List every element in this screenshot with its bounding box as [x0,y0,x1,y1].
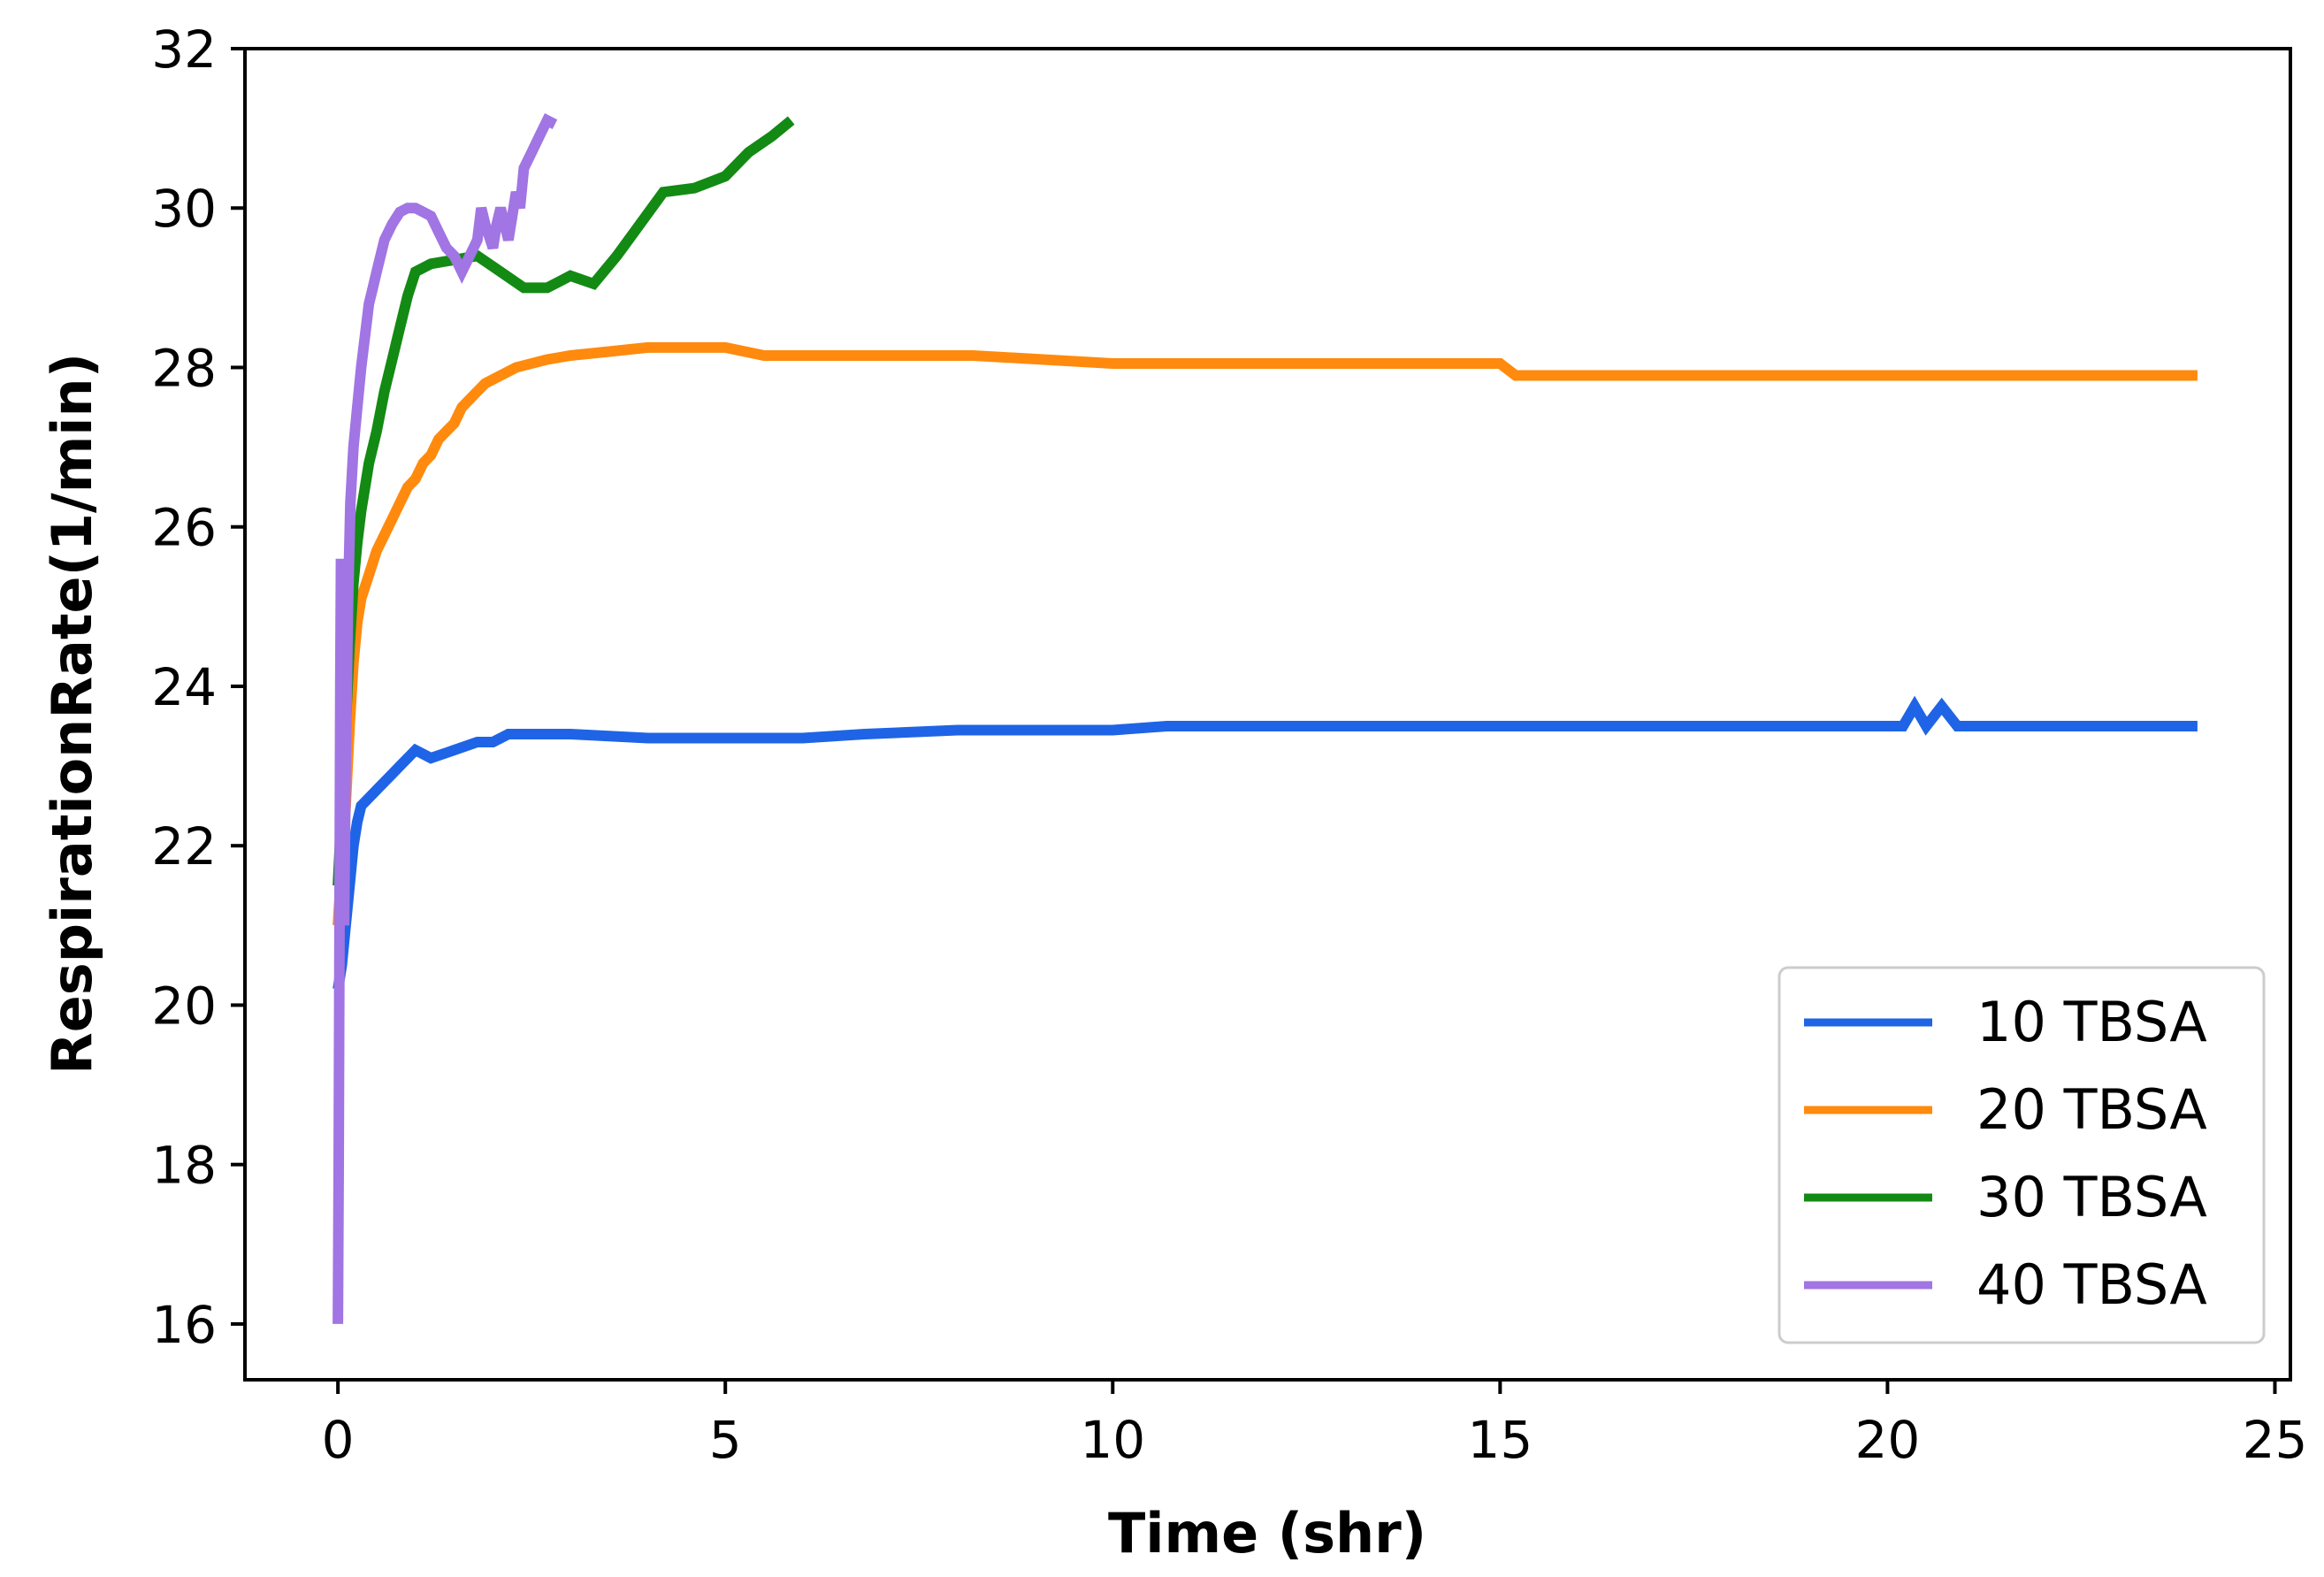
legend-label-30-tbsa: 30 TBSA [1976,1165,2207,1229]
x-tick-label: 5 [709,1410,742,1470]
x-tick-label: 0 [322,1410,355,1470]
y-axis-ticks: 16 18 20 22 24 26 28 30 32 [151,19,245,1355]
y-tick-label: 28 [151,338,217,398]
x-tick-label: 25 [2243,1410,2308,1470]
legend-label-10-tbsa: 10 TBSA [1976,990,2207,1054]
x-axis-title: Time (shr) [1108,1501,1426,1566]
legend-box [1777,966,2266,1344]
x-tick-label: 20 [1855,1410,1921,1470]
series-line-40-tbsa [333,112,558,1324]
x-tick-label: 15 [1467,1410,1533,1470]
y-tick-label: 22 [151,816,217,877]
x-tick-label: 10 [1080,1410,1145,1470]
series-line-30-tbsa [333,116,795,886]
series-layer [333,112,2198,1324]
y-tick-label: 32 [151,19,217,80]
y-tick-label: 30 [151,179,217,239]
legend: 10 TBSA 20 TBSA 30 TBSA 40 TBSA [1777,966,2266,1344]
y-axis-title: RespirationRate(1/min) [40,353,104,1075]
legend-label-20-tbsa: 20 TBSA [1976,1077,2207,1142]
y-tick-label: 20 [151,976,217,1036]
y-tick-label: 26 [151,498,217,558]
x-axis-ticks: 0 5 10 15 20 25 [322,1380,2308,1470]
legend-label-40-tbsa: 40 TBSA [1976,1252,2207,1317]
plot-area-frame [243,47,2292,1382]
y-tick-label: 16 [151,1295,217,1355]
y-tick-label: 24 [151,657,217,717]
series-line-20-tbsa [333,341,2198,926]
y-tick-label: 18 [151,1136,217,1196]
series-line-10-tbsa [333,695,2198,991]
